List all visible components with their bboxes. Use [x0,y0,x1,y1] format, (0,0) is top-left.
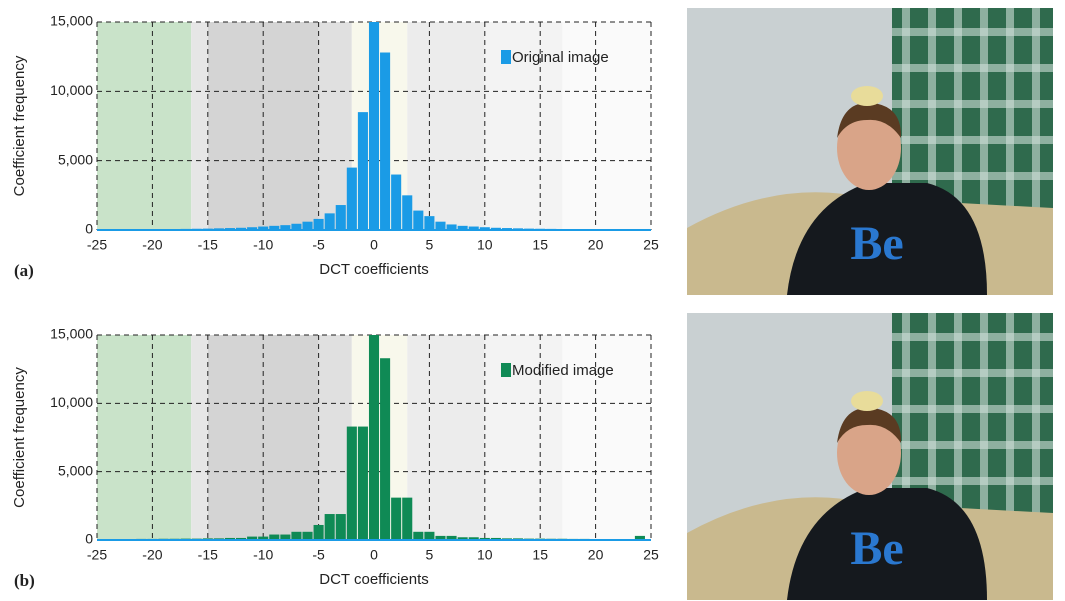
plaid [1032,313,1040,533]
bar [314,525,324,540]
x-tick-label: 0 [370,237,378,253]
x-tick-label: -25 [87,547,107,563]
plaid [1032,8,1040,228]
x-tick-label: -10 [253,237,273,253]
x-tick-label: 0 [370,547,378,563]
x-axis-label: DCT coefficients [319,261,429,278]
y-tick-label: 5,000 [58,462,93,478]
x-tick-label: -20 [142,547,162,563]
y-tick-label: 15,000 [50,326,93,342]
photo: Be [687,8,1053,295]
y-axis-label: Coefficient frequency [11,367,28,508]
bar [325,213,335,230]
y-axis-label: Coefficient frequency [11,55,28,196]
plaid [892,333,1053,341]
panel-label: (b) [14,571,35,590]
bar [347,168,357,230]
plaid [892,100,1053,108]
x-axis-label: DCT coefficients [319,571,429,588]
bar [369,335,379,540]
y-tick-label: 15,000 [50,13,93,29]
bar [302,222,312,230]
y-tick-label: 10,000 [50,394,93,410]
bar [380,358,390,540]
photo: Be [687,313,1053,600]
x-tick-label: 5 [426,547,434,563]
background-band [97,335,191,540]
x-tick-label: -10 [253,547,273,563]
plot: 0 5,000 10,000 15,000 -25 -20 -15 -10 -5 0 5 10 15 20… [11,326,659,590]
bird [851,86,883,106]
legend-swatch [501,363,511,377]
x-tick-label: -15 [198,547,218,563]
y-tick-label: 10,000 [50,82,93,98]
x-tick-label: 25 [643,547,659,563]
bar [369,22,379,230]
x-tick-label: 20 [588,237,604,253]
y-tick-label: 0 [85,531,93,547]
plaid [892,64,1053,72]
x-tick-label: -5 [312,547,325,563]
x-tick-label: 25 [643,237,659,253]
x-tick-label: -25 [87,237,107,253]
plaid [892,477,1053,485]
background-band [407,22,485,230]
x-tick-label: -20 [142,237,162,253]
bar [413,532,423,540]
y-tick-label: 5,000 [58,151,93,167]
x-tick-label: -5 [312,237,325,253]
background-band [191,335,208,540]
background-band [407,335,485,540]
bar [435,222,445,230]
y-tick-label: 0 [85,221,93,237]
bar [336,514,346,540]
bar [314,219,324,230]
plaid [892,405,1053,413]
legend-label: Modified image [512,362,614,379]
plaid [1006,313,1014,533]
bar [402,498,412,540]
plaid [954,8,962,228]
x-tick-label: -15 [198,237,218,253]
plaid [892,136,1053,144]
bar [402,195,412,230]
shirt-text: Be [850,522,903,575]
bar [380,53,390,230]
x-tick-label: 20 [588,547,604,563]
plaid [1006,8,1014,228]
bar [424,216,434,230]
bar [291,532,301,540]
bar [358,427,368,540]
plaid [892,28,1053,36]
panel-label: (a) [14,261,34,280]
plaid [980,313,988,533]
bar [424,532,434,540]
figure: 0 5,000 10,000 15,000 -25 -20 -15 -10 -5 0 5 10 15 20… [0,0,1065,601]
bar [325,514,335,540]
bar [391,498,401,540]
bar [336,205,346,230]
x-tick-label: 5 [426,237,434,253]
bar [358,112,368,230]
plaid [892,369,1053,377]
x-tick-label: 15 [532,547,548,563]
x-tick-label: 10 [477,237,493,253]
shirt-text: Be [850,217,903,270]
legend-swatch [501,50,511,64]
bar [347,427,357,540]
x-tick-label: 10 [477,547,493,563]
bar [391,175,401,230]
background-band [97,22,191,230]
bird [851,391,883,411]
plaid [980,8,988,228]
background-band [191,22,208,230]
plaid [892,441,1053,449]
bar [302,532,312,540]
x-tick-label: 15 [532,237,548,253]
legend-label: Original image [512,49,609,66]
plot: 0 5,000 10,000 15,000 -25 -20 -15 -10 -5 0 5 10 15 20… [11,13,659,280]
plaid [954,313,962,533]
bar [413,211,423,230]
plaid [892,172,1053,180]
